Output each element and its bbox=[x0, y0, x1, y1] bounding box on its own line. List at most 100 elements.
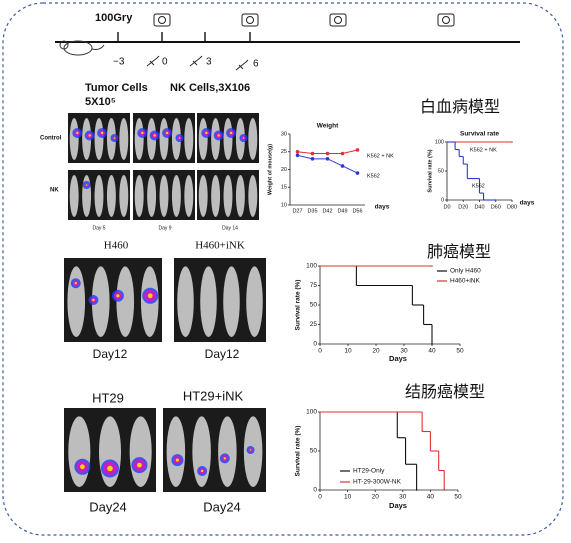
x-tick-label: D80 bbox=[507, 204, 517, 210]
x-tick-label: D49 bbox=[337, 208, 347, 214]
signal bbox=[92, 298, 95, 302]
section-title: 肺癌模型 bbox=[427, 243, 491, 261]
legend-label: H460+iNK bbox=[450, 278, 480, 285]
y-axis-label: Survival rate (%) bbox=[295, 280, 302, 331]
y-tick-label: 0 bbox=[441, 197, 444, 203]
mouse-body bbox=[248, 175, 258, 217]
signal bbox=[74, 282, 77, 285]
x-tick-label: D42 bbox=[322, 208, 332, 214]
mouse-body bbox=[94, 118, 104, 160]
mouse-body bbox=[159, 118, 169, 160]
mouse-body bbox=[119, 118, 129, 160]
signal bbox=[100, 131, 104, 135]
point bbox=[355, 171, 360, 175]
mouse-body bbox=[134, 118, 144, 160]
legend-label: K562 + NK bbox=[367, 153, 394, 159]
signal bbox=[205, 131, 208, 135]
mouse-body bbox=[91, 266, 110, 337]
mouse-body bbox=[69, 175, 79, 217]
x-axis-label: Days bbox=[389, 501, 407, 510]
nk-cells-label: NK Cells,3X106 bbox=[170, 82, 250, 94]
signal bbox=[76, 131, 79, 135]
legend-label: HT29-Only bbox=[353, 468, 385, 475]
x-tick-label: 10 bbox=[344, 494, 352, 501]
day-label: Day 9 bbox=[158, 225, 171, 231]
curve-end bbox=[431, 343, 433, 345]
x-tick-label: 40 bbox=[428, 348, 436, 355]
row-label: NK bbox=[50, 188, 59, 194]
mouse-icon bbox=[59, 40, 105, 56]
x-axis-label: days bbox=[375, 204, 390, 211]
mouse-body bbox=[200, 266, 217, 337]
mouse-body bbox=[67, 266, 86, 337]
section-title: 结肠癌模型 bbox=[405, 383, 485, 401]
signal bbox=[80, 464, 85, 470]
signal bbox=[153, 134, 156, 137]
mouse-body bbox=[246, 266, 263, 337]
curve-end bbox=[511, 141, 513, 143]
y-tick-label: 10 bbox=[281, 202, 287, 208]
x-tick-label: 40 bbox=[427, 494, 435, 501]
mouse-body bbox=[129, 416, 152, 487]
y-tick-label: 100 bbox=[306, 263, 317, 270]
signal bbox=[242, 137, 245, 139]
day-label: Day 14 bbox=[222, 225, 238, 231]
curve-end bbox=[494, 199, 497, 201]
x-tick-label: 30 bbox=[400, 348, 408, 355]
day-label: Day12 bbox=[205, 347, 240, 361]
mouse-body bbox=[192, 416, 211, 487]
cameras bbox=[153, 13, 455, 27]
x-tick-label: D0 bbox=[443, 204, 450, 210]
point bbox=[325, 151, 330, 156]
day-label: 0 bbox=[162, 57, 168, 68]
curve-end bbox=[443, 489, 446, 491]
y-tick-label: 50 bbox=[310, 448, 318, 455]
x-tick-label: 0 bbox=[318, 494, 322, 501]
mouse-body bbox=[116, 266, 135, 337]
signal bbox=[107, 465, 113, 472]
y-tick-label: 20 bbox=[281, 167, 287, 173]
point bbox=[295, 153, 300, 158]
x-tick-label: 30 bbox=[399, 494, 407, 501]
curve-end bbox=[431, 265, 433, 267]
signal bbox=[223, 457, 226, 460]
y-tick-label: 75 bbox=[310, 282, 318, 289]
mouse-body bbox=[69, 118, 79, 160]
signal bbox=[200, 469, 204, 473]
mouse-body bbox=[177, 266, 194, 337]
legend-label: K562 bbox=[472, 183, 485, 189]
signal bbox=[141, 131, 144, 135]
day-label: Day 5 bbox=[92, 225, 105, 231]
day-label: 6 bbox=[253, 59, 259, 70]
y-tick-label: 100 bbox=[306, 409, 317, 416]
y-axis-label: Survival rate (%) bbox=[295, 426, 302, 477]
y-axis-label: Survival rate (%) bbox=[427, 149, 433, 192]
mouse-body bbox=[198, 118, 208, 160]
curve-end bbox=[415, 489, 418, 491]
y-tick-label: 25 bbox=[310, 321, 318, 328]
mouse-body bbox=[223, 118, 233, 160]
mouse-body bbox=[223, 175, 233, 217]
x-tick-label: 20 bbox=[372, 348, 380, 355]
group-label: HT29+iNK bbox=[183, 388, 244, 403]
signal bbox=[165, 131, 169, 135]
legend-label: K562 + NK bbox=[470, 147, 497, 153]
point bbox=[325, 157, 330, 161]
mouse-body bbox=[171, 175, 181, 217]
group-label: H460 bbox=[104, 240, 129, 252]
mouse-body bbox=[211, 175, 221, 217]
mouse-body bbox=[198, 175, 208, 217]
x-tick-label: 50 bbox=[454, 494, 462, 501]
mouse-body bbox=[248, 118, 258, 160]
mouse-body bbox=[159, 175, 169, 217]
y-tick-label: 15 bbox=[281, 185, 287, 191]
signal bbox=[178, 137, 181, 139]
x-axis-label: Days bbox=[389, 354, 407, 363]
day-ticks bbox=[117, 32, 251, 42]
chart-title: Weight bbox=[317, 123, 339, 130]
frame bbox=[2, 2, 564, 536]
y-tick-label: 0 bbox=[313, 487, 317, 494]
x-axis-label: days bbox=[520, 200, 535, 207]
day-label: Day24 bbox=[203, 499, 241, 514]
syringes bbox=[146, 55, 249, 71]
